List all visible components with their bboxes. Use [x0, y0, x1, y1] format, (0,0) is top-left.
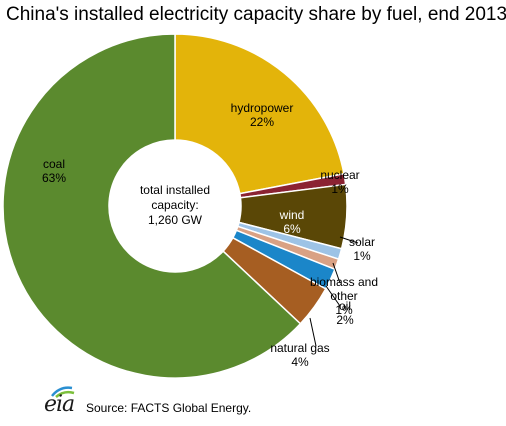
eia-logo: eia	[44, 384, 75, 418]
chart-title: China's installed electricity capacity s…	[6, 4, 506, 25]
eia-logo-text: eia	[44, 392, 75, 417]
slice-value-biomass-and-other: 1%	[335, 303, 353, 317]
slice-value-natural-gas: 4%	[291, 355, 309, 369]
slice-label-biomass-and-other-line1: biomass and	[310, 275, 378, 289]
slice-coal	[2, 33, 302, 379]
slice-value-coal: 63%	[42, 171, 66, 185]
slice-value-wind: 6%	[283, 222, 301, 236]
slice-value-hydropower: 22%	[250, 115, 274, 129]
slice-label-natural-gas: natural gas	[270, 341, 329, 355]
slice-label-wind: wind	[279, 208, 305, 222]
slice-value-nuclear: 1%	[331, 182, 349, 196]
leader-line-natural-gas	[309, 317, 317, 347]
slice-label-coal: coal	[43, 157, 65, 171]
center-label-line3: 1,260 GW	[148, 213, 203, 227]
eia-logo-arcs-icon	[51, 386, 75, 398]
slice-label-solar: solar	[349, 235, 375, 249]
slice-hydropower	[174, 33, 345, 195]
leader-line-oil	[325, 285, 341, 307]
slice-label-hydropower: hydropower	[231, 101, 294, 115]
center-label-line1: total installed	[140, 183, 210, 197]
slice-value-oil: 2%	[336, 313, 354, 327]
slice-label-biomass-and-other-line2: other	[330, 289, 357, 303]
center-label-line2: capacity:	[151, 198, 198, 212]
slice-value-solar: 1%	[353, 249, 371, 263]
source-note: Source: FACTS Global Energy.	[86, 401, 252, 415]
slice-label-nuclear: nuclear	[320, 168, 359, 182]
slice-label-oil: oil	[339, 299, 351, 313]
leader-line-biomass-and-other	[332, 262, 341, 284]
leader-line-solar	[339, 236, 359, 244]
